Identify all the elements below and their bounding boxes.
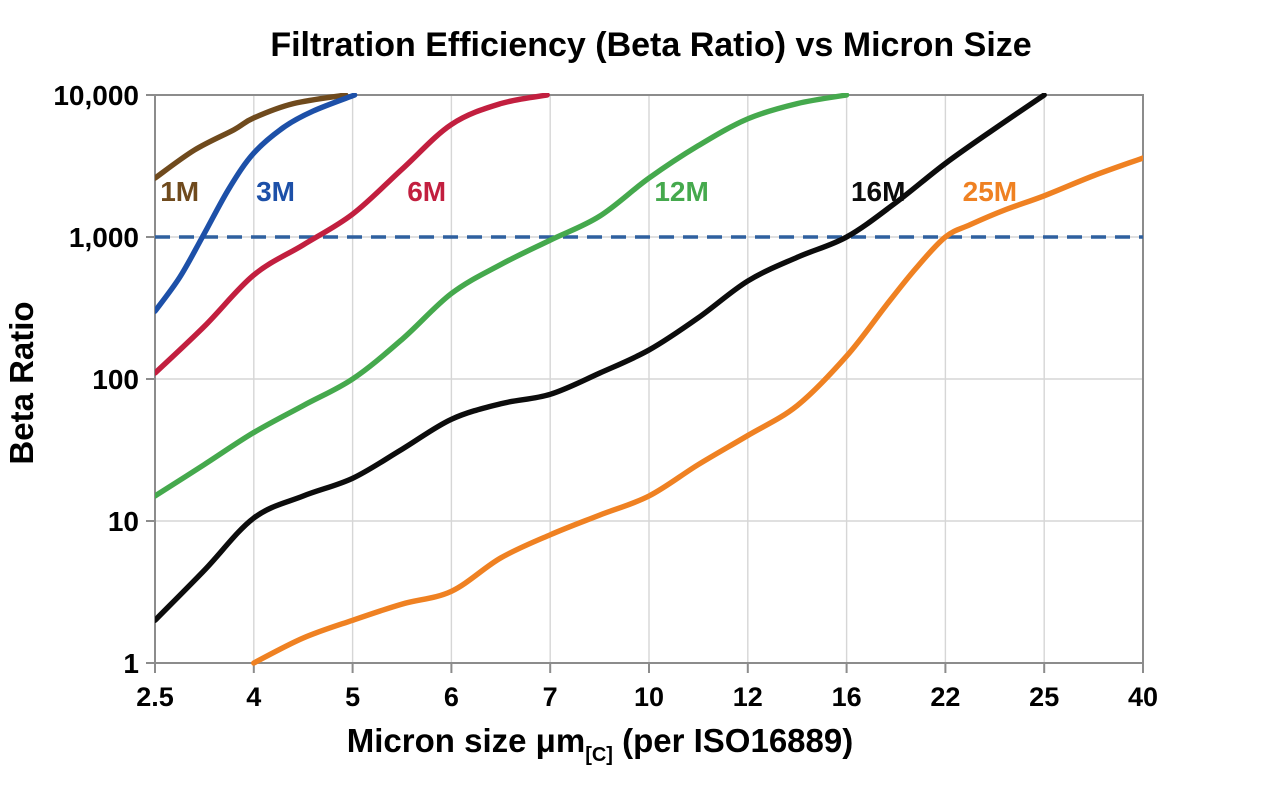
y-tick-label: 100 xyxy=(92,364,139,395)
x-axis-title-suffix: (per ISO16889) xyxy=(612,722,854,759)
y-tick-label: 10 xyxy=(108,506,139,537)
x-tick-label: 12 xyxy=(733,682,763,712)
curve-6M xyxy=(155,93,550,376)
series-label-1M: 1M xyxy=(160,176,199,207)
curve-25M xyxy=(251,155,1143,666)
series-label-3M: 3M xyxy=(256,176,295,207)
x-tick-label: 22 xyxy=(930,682,960,712)
x-tick-label: 40 xyxy=(1128,682,1158,712)
x-axis-title-main: Micron size μm xyxy=(346,722,586,759)
x-tick-label: 16 xyxy=(832,682,862,712)
x-tick-label: 6 xyxy=(444,682,459,712)
x-tick-label: 10 xyxy=(634,682,664,712)
x-axis-title-subscript: [C] xyxy=(585,744,613,766)
y-tick-label: 1,000 xyxy=(69,222,139,253)
curve-1M xyxy=(155,93,349,181)
x-tick-label: 7 xyxy=(543,682,558,712)
x-tick-label: 25 xyxy=(1029,682,1059,712)
series-label-12M: 12M xyxy=(654,176,708,207)
x-tick-label: 5 xyxy=(345,682,360,712)
series-label-25M: 25M xyxy=(963,176,1017,207)
y-tick-label: 10,000 xyxy=(53,80,139,111)
x-tick-label: 4 xyxy=(246,682,261,712)
curve-3M xyxy=(155,93,358,314)
y-tick-label: 1 xyxy=(123,648,139,679)
x-tick-label: 2.5 xyxy=(136,682,174,712)
chart-title: Filtration Efficiency (Beta Ratio) vs Mi… xyxy=(270,26,1032,64)
x-axis-title: Micron size μm[C] (per ISO16889) xyxy=(0,722,1200,766)
curve-12M xyxy=(155,93,850,499)
curve-16M xyxy=(155,93,1047,623)
series-label-6M: 6M xyxy=(407,176,446,207)
series-label-16M: 16M xyxy=(851,176,905,207)
